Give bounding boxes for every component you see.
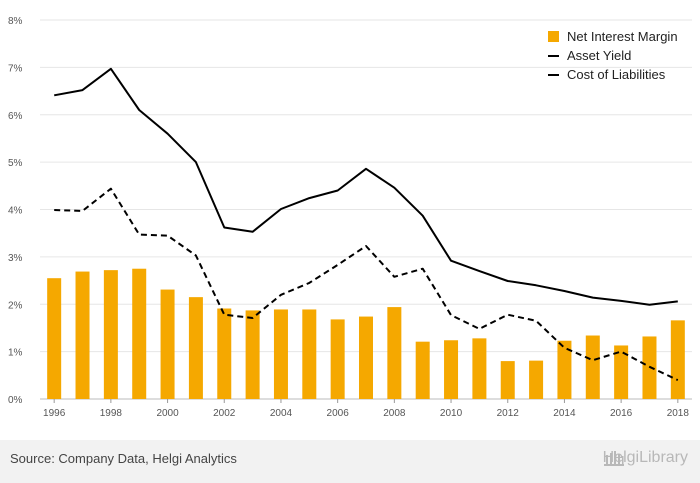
x-tick-label: 2012 <box>497 408 520 419</box>
y-tick-label: 0% <box>8 395 23 406</box>
bar <box>444 340 459 399</box>
source-note: Source: Company Data, Helgi Analytics <box>10 451 237 466</box>
legend-swatch-dashed-line <box>548 73 559 76</box>
y-tick-label: 7% <box>8 63 23 74</box>
bar <box>217 308 232 399</box>
bar <box>472 338 487 399</box>
bar <box>529 360 544 399</box>
legend-item-asset-yield: Asset Yield <box>548 46 678 65</box>
x-tick-label: 1996 <box>43 408 66 419</box>
bar <box>359 316 373 399</box>
bar <box>415 341 430 399</box>
cost-of-liabilities-line <box>54 187 679 382</box>
x-tick-label: 2000 <box>156 408 179 419</box>
y-tick-label: 3% <box>8 253 23 264</box>
bar <box>188 297 203 399</box>
legend-item-net-interest-margin: Net Interest Margin <box>548 27 678 46</box>
bar <box>387 307 402 399</box>
bar <box>302 309 317 399</box>
y-tick-label: 8% <box>8 16 23 27</box>
bar <box>47 278 62 399</box>
y-tick-label: 1% <box>8 348 23 359</box>
x-tick-label: 2008 <box>383 408 406 419</box>
library-icon <box>603 451 624 466</box>
x-tick-label: 2014 <box>553 408 576 419</box>
y-tick-label: 6% <box>8 111 23 122</box>
asset-yield-line <box>54 67 678 306</box>
x-tick-label: 2004 <box>270 408 293 419</box>
x-tick-label: 2016 <box>610 408 633 419</box>
bar <box>500 361 515 399</box>
y-tick-label: 5% <box>8 158 23 169</box>
y-tick-label: 4% <box>8 206 23 217</box>
footer-band <box>0 440 700 483</box>
bar <box>273 309 288 399</box>
x-tick-label: 2006 <box>327 408 350 419</box>
bar <box>132 268 147 399</box>
legend-swatch-solid-line <box>548 54 559 57</box>
x-tick-label: 1998 <box>100 408 123 419</box>
bar <box>160 289 175 399</box>
bar <box>330 319 345 399</box>
x-tick-label: 2010 <box>440 408 463 419</box>
x-tick-label: 2002 <box>213 408 236 419</box>
legend-label-asset-yield: Asset Yield <box>567 48 632 63</box>
y-tick-label: 2% <box>8 300 23 311</box>
x-tick-label: 2018 <box>667 408 690 419</box>
bar <box>75 271 90 399</box>
brand-logo: HelgiLibrary <box>603 449 688 467</box>
legend-swatch-bar <box>548 31 559 42</box>
legend: Net Interest Margin Asset Yield Cost of … <box>548 27 678 84</box>
bar <box>103 270 118 399</box>
legend-label-cost-of-liabilities: Cost of Liabilities <box>567 67 666 82</box>
bar <box>585 335 600 399</box>
legend-label-net-interest-margin: Net Interest Margin <box>567 29 678 44</box>
bar <box>614 345 629 399</box>
bar <box>245 310 260 399</box>
bar <box>557 340 572 399</box>
legend-item-cost-of-liabilities: Cost of Liabilities <box>548 65 678 84</box>
brand-name: HelgiLibrary <box>602 449 688 466</box>
bar <box>670 320 685 399</box>
